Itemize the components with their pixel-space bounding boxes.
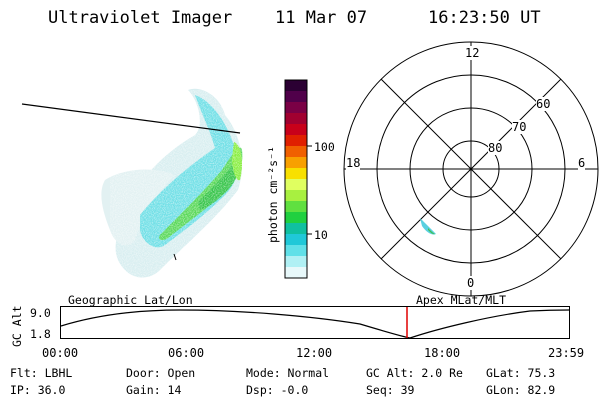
timeline-xtick-1800: 18:00 xyxy=(424,346,461,360)
colorbar-segment xyxy=(285,124,307,136)
status-gc-alt: GC Alt: 2.0 Re xyxy=(366,366,463,380)
timeline-ytick-1.8: 1.8 xyxy=(30,327,51,341)
colorbar-segment xyxy=(285,190,307,202)
colorbar-segment xyxy=(285,168,307,180)
colorbar-segment xyxy=(285,179,307,191)
status-glat: GLat: 75.3 xyxy=(486,366,556,380)
timeline-y-title: GC Alt xyxy=(10,305,24,347)
polar-lat-60: 60 xyxy=(536,97,551,111)
status-mode: Mode: Normal xyxy=(246,366,330,380)
polar-hour-6: 6 xyxy=(578,156,586,170)
terminator-line xyxy=(21,103,241,134)
instrument-title: Ultraviolet Imager xyxy=(48,8,233,28)
colorbar-segment xyxy=(285,135,307,147)
polar-plot xyxy=(343,41,599,297)
colorbar-units: photon cm⁻²s⁻¹ xyxy=(266,146,280,243)
colorbar-segment xyxy=(285,102,307,114)
polar-hour-18: 18 xyxy=(346,156,361,170)
polar-auroral-blob xyxy=(420,218,436,235)
geographic-image xyxy=(21,88,250,280)
timeline-ytick-9: 9.0 xyxy=(30,306,51,320)
time-label: 16:23:50 UT xyxy=(428,8,541,28)
colorbar-segment xyxy=(285,146,307,158)
polar-hour-12: 12 xyxy=(465,46,480,60)
colorbar-segment xyxy=(285,201,307,213)
status-door: Door: Open xyxy=(126,366,196,380)
timeline-xtick-0000: 00:00 xyxy=(42,346,79,360)
timeline-right-caption: Apex MLat/MLT xyxy=(416,293,507,307)
polar-lat-80: 80 xyxy=(488,141,503,155)
colorbar-tick-10: 10 xyxy=(314,228,328,242)
polar-lat-70: 70 xyxy=(512,120,527,134)
timeline-plot xyxy=(60,306,570,339)
colorbar-segment xyxy=(285,245,307,257)
colorbar-segment xyxy=(285,234,307,246)
timeline-left-caption: Geographic Lat/Lon xyxy=(68,293,193,307)
colorbar-segment xyxy=(285,267,307,279)
colorbar-segment xyxy=(285,212,307,224)
date-label: 11 Mar 07 xyxy=(275,8,368,28)
status-seq: Seq: 39 xyxy=(366,383,415,397)
status-filter: Flt: LBHL xyxy=(10,366,73,380)
colorbar-tick-100: 100 xyxy=(314,140,335,154)
colorbar-segment xyxy=(285,91,307,103)
colorbar-segment xyxy=(285,256,307,268)
colorbar xyxy=(284,79,312,279)
status-dsp: Dsp: -0.0 xyxy=(246,383,309,397)
timeline-xtick-1200: 12:00 xyxy=(296,346,333,360)
timeline-xtick-2359: 23:59 xyxy=(548,346,585,360)
colorbar-segment xyxy=(285,113,307,125)
colorbar-segment xyxy=(285,223,307,235)
status-ip: IP: 36.0 xyxy=(10,383,66,397)
timeline-xtick-0600: 06:00 xyxy=(168,346,205,360)
polar-hour-0: 0 xyxy=(467,276,475,290)
colorbar-segment xyxy=(285,80,307,92)
status-gain: Gain: 14 xyxy=(126,383,182,397)
colorbar-segment xyxy=(285,157,307,169)
status-glon: GLon: 82.9 xyxy=(486,383,556,397)
gc-alt-curve xyxy=(60,309,570,339)
